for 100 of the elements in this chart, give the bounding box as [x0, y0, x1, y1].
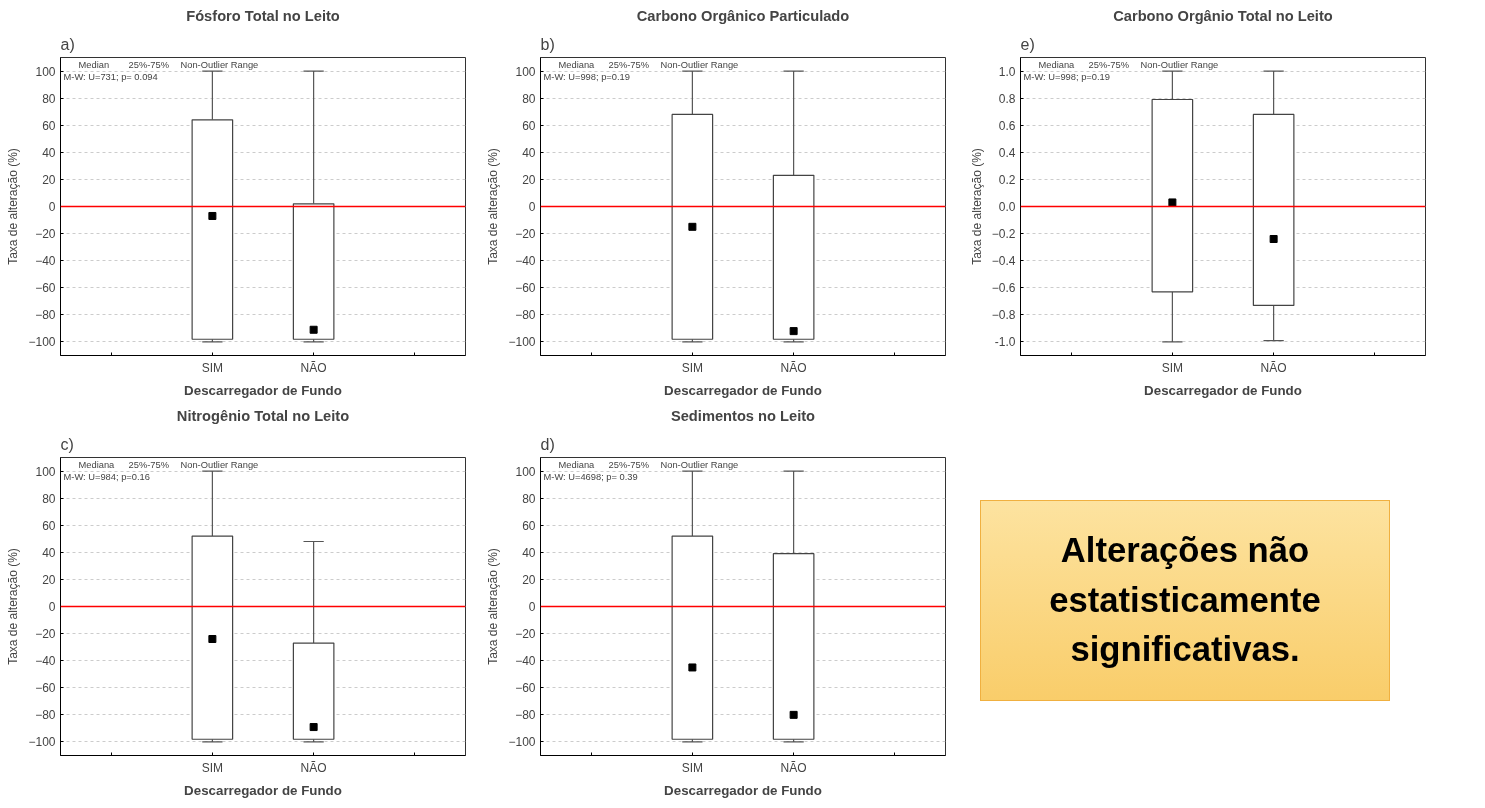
- text: c): [60, 435, 74, 453]
- y-tick-label: 0: [48, 600, 56, 614]
- annotation: Non-Outlier Range: [180, 459, 259, 470]
- text: a): [60, 35, 75, 53]
- y-axis-title: Taxa de alteração (%): [486, 148, 501, 265]
- x-tick-label: SIM: [681, 760, 704, 775]
- y-tick-label: 20: [522, 572, 536, 587]
- x-tick-label: SIM: [201, 760, 224, 775]
- y-axis-title: Taxa de alteração (%): [6, 148, 21, 265]
- text: Mediana: [78, 459, 116, 470]
- y-tick-label: −40: [515, 254, 536, 269]
- y-tick-label: −40: [35, 254, 56, 269]
- x-axis-title: Descarregador de Fundo: [664, 382, 822, 398]
- y-tick-label: −20: [515, 227, 536, 242]
- y-tick-label: −100: [508, 735, 536, 750]
- y-tick-label: 0: [48, 200, 56, 214]
- y-tick-label: 0.2: [998, 172, 1016, 187]
- chart-title: Carbono Orgânio Total no Leito: [1113, 7, 1333, 24]
- text: M-W: U=998; p=0.19: [543, 71, 630, 82]
- y-tick-label: −80: [35, 308, 56, 323]
- y-tick-label: −20: [35, 627, 56, 642]
- chart-title: Sedimentos no Leito: [670, 407, 816, 424]
- y-tick-label: −100: [508, 335, 536, 350]
- annotation: 25%-75%: [608, 59, 649, 70]
- y-tick-label: −100: [28, 335, 56, 350]
- y-tick-label: 60: [42, 118, 56, 133]
- y-tick-label: 40: [42, 145, 56, 160]
- x-tick-label: NÃO: [780, 360, 807, 375]
- text: M-W: U=998; p=0.19: [1023, 71, 1110, 82]
- y-tick-label: 20: [42, 172, 56, 187]
- y-tick-label: 0: [528, 200, 536, 214]
- y-tick-label: 100: [515, 464, 536, 479]
- text: M-W: U=984; p=0.16: [63, 471, 150, 482]
- y-tick-label: −80: [515, 708, 536, 723]
- text: Alterações não estatisticamente significativas.: [1048, 530, 1322, 671]
- y-tick-label: −0.4: [991, 254, 1016, 269]
- y-tick-label: −60: [515, 681, 536, 696]
- annotation: Non-Outlier Range: [180, 59, 259, 70]
- y-tick-label: 40: [522, 145, 536, 160]
- x-axis-title: Descarregador de Fundo: [664, 782, 822, 798]
- y-axis-title: Taxa de alteração (%): [486, 548, 501, 665]
- x-axis-title: Descarregador de Fundo: [1144, 382, 1302, 398]
- y-tick-label: −80: [35, 708, 56, 723]
- y-axis-title: Taxa de alteração (%): [969, 148, 984, 265]
- text: M-W: U=731; p= 0.094: [63, 71, 158, 82]
- x-axis-title: Descarregador de Fundo: [184, 782, 342, 798]
- y-tick-label: −0.6: [991, 281, 1016, 296]
- annotation: 25%-75%: [608, 459, 649, 470]
- text: Mediana: [558, 59, 596, 70]
- y-tick-label: 40: [42, 545, 56, 560]
- chart-title: Carbono Orgânico Particulado: [636, 7, 850, 24]
- x-tick-label: SIM: [1161, 360, 1184, 375]
- annotation: 25%-75%: [1088, 59, 1129, 70]
- text: Mediana: [1038, 59, 1076, 70]
- x-tick-label: SIM: [681, 360, 704, 375]
- annotation: Non-Outlier Range: [660, 459, 739, 470]
- x-tick-label: SIM: [201, 360, 224, 375]
- y-tick-label: 20: [522, 172, 536, 187]
- y-tick-label: −60: [515, 281, 536, 296]
- y-tick-label: 80: [42, 91, 56, 106]
- annotation: Non-Outlier Range: [1140, 59, 1219, 70]
- y-tick-label: −0.2: [991, 227, 1016, 242]
- text: b): [540, 35, 555, 53]
- annotation: 25%-75%: [128, 459, 169, 470]
- annotation: Non-Outlier Range: [660, 59, 739, 70]
- y-tick-label: −20: [515, 627, 536, 642]
- y-tick-label: 80: [522, 91, 536, 106]
- x-tick-label: NÃO: [1260, 360, 1287, 375]
- chart-title: Nitrogênio Total no Leito: [176, 407, 350, 424]
- text: Mediana: [558, 459, 596, 470]
- x-tick-label: NÃO: [780, 760, 807, 775]
- y-tick-label: 20: [42, 572, 56, 587]
- y-tick-label: 60: [522, 118, 536, 133]
- y-tick-label: -1.0: [994, 335, 1016, 350]
- y-tick-label: 80: [42, 491, 56, 506]
- chart-title: Fósforo Total no Leito: [186, 7, 340, 24]
- text: Median: [78, 59, 110, 70]
- y-tick-label: 60: [42, 518, 56, 533]
- y-tick-label: 100: [35, 464, 56, 479]
- y-tick-label: 0.8: [998, 91, 1016, 106]
- y-tick-label: 1.0: [998, 64, 1016, 79]
- y-tick-label: −40: [35, 654, 56, 669]
- text: e): [1020, 35, 1035, 53]
- y-tick-label: 0.4: [998, 145, 1016, 160]
- y-tick-label: 100: [515, 64, 536, 79]
- y-tick-label: 40: [522, 545, 536, 560]
- y-tick-label: −20: [35, 227, 56, 242]
- x-tick-label: NÃO: [300, 760, 327, 775]
- y-tick-label: −100: [28, 735, 56, 750]
- annotation: 25%-75%: [128, 59, 169, 70]
- x-tick-label: NÃO: [300, 360, 327, 375]
- y-tick-label: −0.8: [991, 308, 1016, 323]
- x-axis-title: Descarregador de Fundo: [184, 382, 342, 398]
- y-tick-label: 0.0: [998, 200, 1016, 214]
- y-tick-label: 0: [528, 600, 536, 614]
- y-axis-title: Taxa de alteração (%): [6, 548, 21, 665]
- y-tick-label: −80: [515, 308, 536, 323]
- y-tick-label: 100: [35, 64, 56, 79]
- y-tick-label: 0.6: [998, 118, 1016, 133]
- y-tick-label: −60: [35, 681, 56, 696]
